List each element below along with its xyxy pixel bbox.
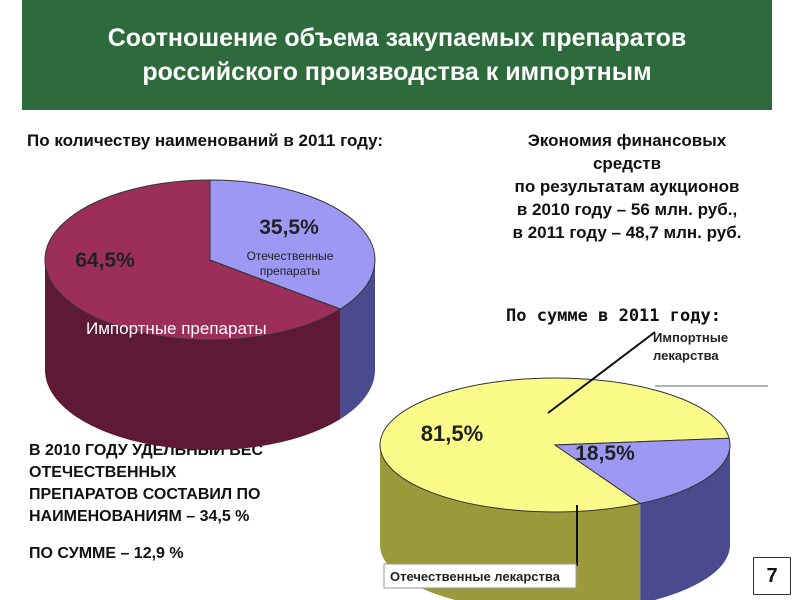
slice-side-domestic [340,260,375,419]
callout-label-imported-box: Импортные лекарства [653,330,729,363]
callout-box-domestic [383,563,577,589]
slice-label-imported: Импортные препараты [86,319,267,338]
economy-line: по результатам аукционов [514,177,740,196]
slice-domestic [553,437,731,505]
value-label-domestic: 18,5% [575,442,635,465]
economy-line: средств [592,154,662,173]
slice-side-imported [45,260,341,450]
economy-line: Экономия финансовых [527,131,727,150]
title-banner: Соотношение объема закупаемых препаратов… [22,0,772,110]
page-title: Соотношение объема закупаемых препаратов… [107,24,687,86]
pie-sum: 81,5% 18,5% Импортные лекарства Отечеств… [379,330,768,600]
slice-imported [44,179,342,341]
callout-line-imported [547,331,656,414]
callout-label-domestic: Отечественные лекарства [390,569,561,584]
value-label-imported: 81,5% [421,421,483,446]
value-label-imported: 64,5% [75,249,135,272]
count-chart-subtitle: По количеству наименований в 2011 году: [27,131,384,150]
slice-domestic [209,179,376,310]
page-number: 7 [753,557,791,595]
note-line: ОТЕЧЕСТВЕННЫХ [29,464,177,481]
economy-line: в 2011 году – 48,7 млн. руб. [512,223,742,242]
slice-label-domestic-box: Отечественные препараты [246,249,334,278]
note-line: НАИМЕНОВАНИЯМ – 34,5 % [29,508,250,525]
pie-count: 35,5% 64,5% Отечественные препараты Импо… [44,179,376,450]
note-sum: ПО СУММЕ – 12,9 % [29,545,184,562]
economy-line: в 2010 году – 56 млн. руб., [516,200,738,219]
slice-side-domestic [640,445,730,600]
value-label-domestic: 35,5% [259,216,319,239]
note-line: ПРЕПАРАТОВ СОСТАВИЛ ПО [29,486,261,503]
callout-label-imported: Импортные лекарства [653,330,729,363]
slice-label-domestic: Отечественные препараты [246,249,334,278]
slice-side-imported [380,445,641,600]
sum-chart-subtitle: По сумме в 2011 году: [506,306,721,326]
economy-note: Экономия финансовых средств по результат… [488,129,766,244]
